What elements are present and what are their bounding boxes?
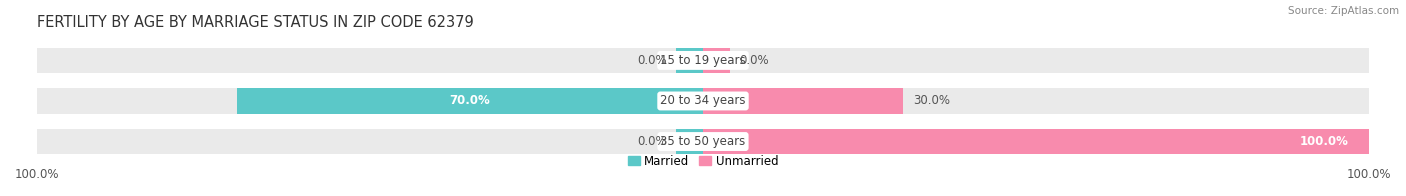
Bar xyxy=(703,48,730,73)
Text: 30.0%: 30.0% xyxy=(912,94,949,107)
Bar xyxy=(238,88,703,113)
Text: Source: ZipAtlas.com: Source: ZipAtlas.com xyxy=(1288,6,1399,16)
Text: 20 to 34 years: 20 to 34 years xyxy=(661,94,745,107)
Text: 15 to 19 years: 15 to 19 years xyxy=(661,54,745,67)
Bar xyxy=(703,88,1369,113)
Text: 0.0%: 0.0% xyxy=(637,54,666,67)
Bar xyxy=(676,129,703,154)
Bar xyxy=(37,129,703,154)
Bar xyxy=(703,129,1369,154)
Legend: Married, Unmarried: Married, Unmarried xyxy=(628,155,778,168)
Text: 100.0%: 100.0% xyxy=(1301,135,1348,148)
Text: FERTILITY BY AGE BY MARRIAGE STATUS IN ZIP CODE 62379: FERTILITY BY AGE BY MARRIAGE STATUS IN Z… xyxy=(37,15,474,30)
Text: 35 to 50 years: 35 to 50 years xyxy=(661,135,745,148)
Bar xyxy=(703,129,1369,154)
Bar xyxy=(703,88,903,113)
Text: 0.0%: 0.0% xyxy=(637,135,666,148)
Text: 70.0%: 70.0% xyxy=(450,94,491,107)
Bar xyxy=(37,48,703,73)
Bar xyxy=(37,88,703,113)
Bar xyxy=(676,48,703,73)
Bar xyxy=(703,48,1369,73)
Text: 0.0%: 0.0% xyxy=(740,54,769,67)
